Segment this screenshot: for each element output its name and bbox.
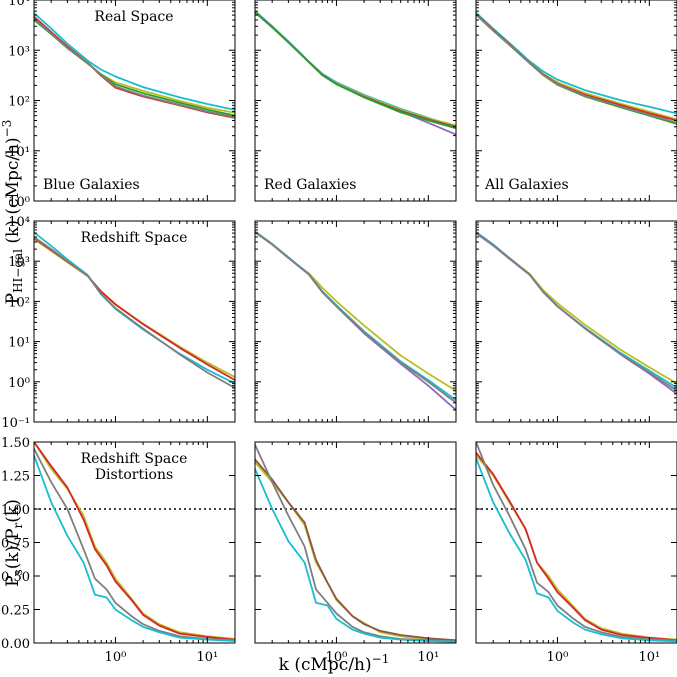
y-tick-label: 10³ [8,255,30,270]
y-tick-label: 10¹ [8,145,30,160]
series-line-cyan [476,11,677,115]
series-line-green [255,11,456,130]
series-line-gray [34,447,235,642]
y-tick-label: 10¹ [8,336,30,351]
x-tick-label: 10⁰ [547,650,569,665]
series-line-cyan [255,10,456,128]
series-line-cyan [34,12,235,111]
y-axis-label-power: PHI−gal (k) (cMpc/h)−3 [0,120,25,305]
series-line-brown [255,11,456,128]
row-label: Real Space [94,9,173,25]
panel-r2-c2: 10⁰ 10¹ [475,441,677,665]
y-tick-label: 10⁰ [8,376,30,391]
panel-frame [33,0,236,202]
x-tick-label: 10⁰ [105,650,127,665]
series-line-gray [34,17,235,118]
series-line-gray [476,232,677,392]
y-tick-label: 10⁰ [8,195,30,210]
y-axis-label-ratio: Ps(k)/Pr(k) [3,499,25,587]
y-tick-label: 0.25 [1,604,30,619]
series-line-gray [255,231,456,404]
panel-r2-c0: 10⁰ 10¹ 0.00 0.25 0.50 0.75 1.00 1.25 1.50 Redshi… [1,436,236,665]
panel-r2-c1: 10⁰ 10¹ [254,441,457,665]
y-tick-label: 0.50 [1,570,30,585]
panel-frame [475,441,677,644]
column-label: Red Galaxies [264,177,356,193]
y-tick-label: 0.75 [1,537,30,552]
y-tick-label: 10² [8,295,30,310]
series-line-gray [476,442,677,642]
panel-frame [254,441,457,644]
series-group [476,230,677,395]
panel-frame [475,0,677,202]
y-tick-label: 10⁴ [8,0,30,9]
series-line-gray [255,443,456,643]
series-line-cyan [476,457,677,643]
series-line-gray [34,236,235,389]
series-group [255,230,456,411]
panel-r1-c0: 10⁻¹ 10⁰ 10¹ 10² 10³ 10⁴ Redshift Space [1,215,236,431]
panel-frame [33,220,236,423]
series-group [255,443,456,643]
x-tick-label: 10¹ [417,650,439,665]
series-group [34,442,235,642]
series-line-gray [476,13,677,124]
y-tick-label: 10⁻¹ [1,416,30,431]
x-axis-label: k (cMpc/h)−1 [279,652,390,675]
panel-frame [475,220,677,423]
y-tick-label: 0.00 [1,637,30,652]
column-label: Blue Galaxies [43,177,140,193]
x-tick-label: 10⁰ [326,650,348,665]
series-line-purple [255,10,456,136]
row-label: Redshift Space Distortions [81,451,188,483]
series-group [476,11,677,125]
series-line-olive [476,13,677,121]
panel-frame [254,0,457,202]
series-line-purple [255,230,456,411]
row-label: Redshift Space [81,230,188,246]
series-line-red [476,451,677,641]
y-tick-label: 10² [8,95,30,110]
series-line-olive [255,461,456,642]
panel-r0-c0: 10⁰ 10¹ 10² 10³ 10⁴ Blue Galaxies Real Space [8,0,236,210]
series-group [255,10,456,136]
series-line-green [476,13,677,125]
series-group [476,442,677,643]
panel-r1-c1 [254,220,457,423]
series-line-cyan [255,467,456,643]
panel-frame [254,220,457,423]
series-line-brown [255,458,456,642]
series-group [34,231,235,389]
series-line-red [34,442,235,641]
y-tick-label: 1.25 [1,470,30,485]
series-group [34,12,235,119]
x-tick-label: 10¹ [638,650,660,665]
y-tick-label: 10³ [8,44,30,59]
series-line-cyan [34,454,235,642]
y-tick-label: 1.50 [1,436,30,451]
series-line-green [34,19,235,117]
series-line-olive [34,18,235,114]
series-line-cyan [255,230,456,401]
column-label: All Galaxies [484,177,569,193]
panel-r0-c2: All Galaxies [475,0,677,202]
panel-r0-c1: Red Galaxies [254,0,457,202]
x-tick-label: 10¹ [196,650,218,665]
series-line-red [476,13,677,122]
y-tick-label: 10⁴ [8,215,30,230]
series-line-olive [255,11,456,127]
panel-r1-c2 [475,220,677,423]
y-tick-label: 1.00 [1,503,30,518]
